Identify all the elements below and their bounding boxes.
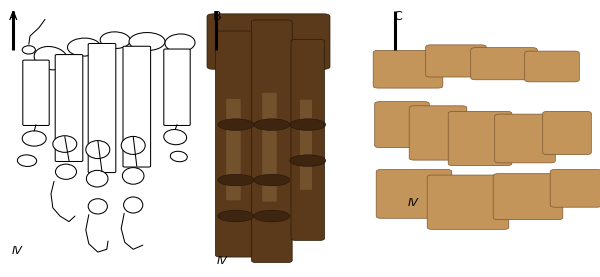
Text: C: C [393,10,402,23]
Ellipse shape [88,199,107,214]
Ellipse shape [100,32,130,48]
FancyBboxPatch shape [494,114,556,163]
Ellipse shape [254,174,290,186]
FancyBboxPatch shape [525,51,580,82]
Text: IV: IV [408,198,419,208]
Ellipse shape [17,155,37,166]
FancyBboxPatch shape [373,50,443,88]
FancyBboxPatch shape [262,93,277,202]
FancyBboxPatch shape [300,100,312,190]
Ellipse shape [34,47,68,70]
FancyBboxPatch shape [55,55,83,161]
FancyBboxPatch shape [375,102,430,148]
FancyBboxPatch shape [215,31,256,257]
Ellipse shape [22,46,35,54]
Ellipse shape [86,140,110,158]
Ellipse shape [165,34,195,52]
FancyBboxPatch shape [448,111,512,166]
Ellipse shape [290,155,326,166]
Ellipse shape [254,210,290,222]
Ellipse shape [121,137,145,155]
FancyBboxPatch shape [376,170,452,218]
Text: A: A [9,10,17,23]
FancyBboxPatch shape [251,20,292,263]
FancyBboxPatch shape [471,48,538,80]
FancyBboxPatch shape [550,170,600,207]
FancyBboxPatch shape [291,39,325,240]
Ellipse shape [122,168,144,184]
Text: B: B [213,10,221,23]
Ellipse shape [129,33,165,50]
FancyBboxPatch shape [164,49,190,125]
FancyBboxPatch shape [427,175,509,229]
Ellipse shape [53,136,77,152]
FancyBboxPatch shape [23,60,49,125]
Ellipse shape [164,130,187,145]
Ellipse shape [218,174,254,186]
Ellipse shape [124,197,143,213]
Ellipse shape [86,170,108,187]
FancyBboxPatch shape [409,106,467,160]
Ellipse shape [218,210,254,222]
Ellipse shape [22,131,46,146]
Ellipse shape [254,119,290,130]
FancyBboxPatch shape [542,111,592,155]
Ellipse shape [67,38,101,56]
FancyBboxPatch shape [123,46,151,167]
Ellipse shape [170,151,187,162]
Text: IV: IV [217,256,228,266]
Text: IV: IV [12,246,23,256]
Ellipse shape [56,164,77,179]
FancyBboxPatch shape [207,14,330,69]
FancyBboxPatch shape [493,174,563,220]
Ellipse shape [290,119,326,130]
FancyBboxPatch shape [88,43,116,173]
FancyBboxPatch shape [226,99,241,200]
FancyBboxPatch shape [426,45,487,77]
Ellipse shape [218,119,254,130]
